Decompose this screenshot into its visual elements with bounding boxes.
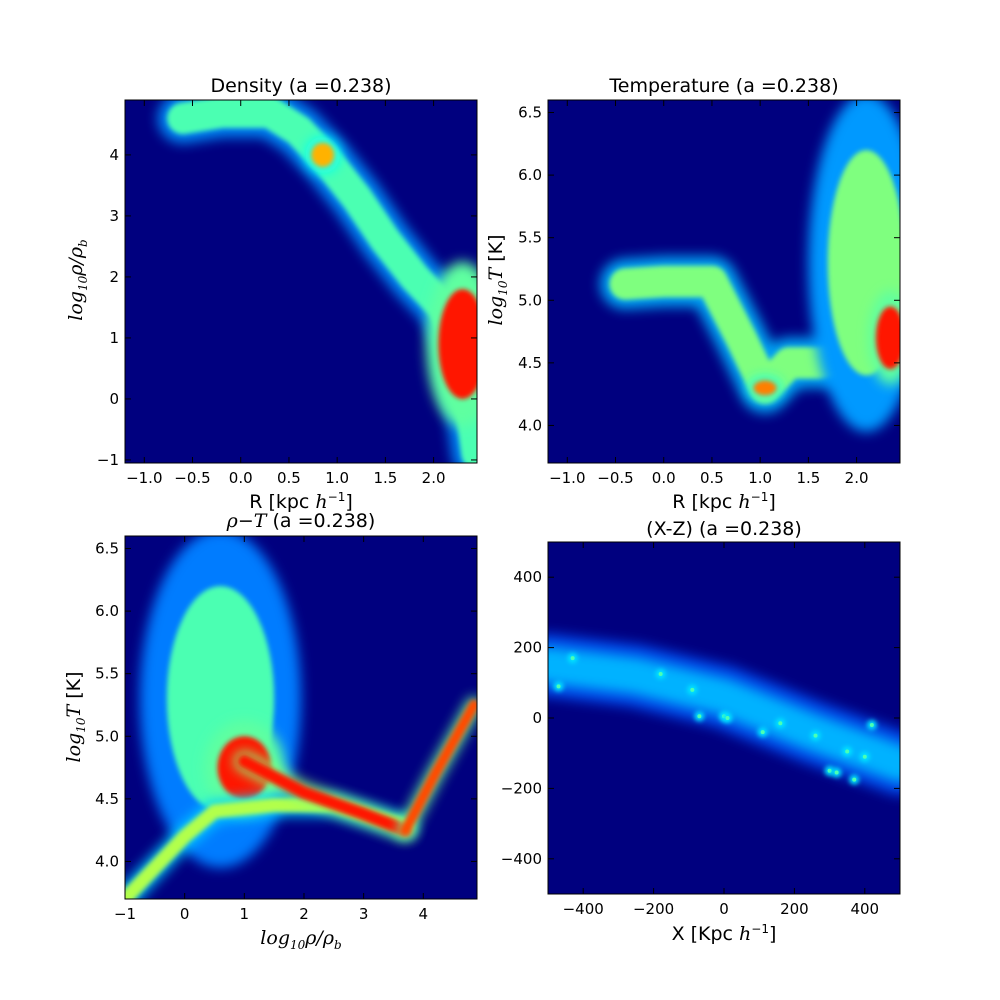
x-tick-label: 1.0: [325, 469, 349, 487]
filament: [548, 646, 900, 783]
x-z-title: (X-Z) (a =0.238): [646, 518, 802, 540]
y-tick-label: 4.0: [95, 852, 119, 870]
x-tick-label: 200: [780, 900, 809, 918]
knot: [556, 684, 561, 689]
y-tick-label: −1: [97, 451, 119, 469]
x-tick-label: −1.0: [549, 469, 585, 487]
y-tick-label: 5.5: [95, 665, 119, 683]
rho-t-panel: ρ−T (a =0.238) −1 0 1 2 3 4 4.0 4.5 5.0 5.5 6.0 6.5…: [63, 510, 478, 952]
x-tick-label: −0.5: [174, 469, 210, 487]
y-tick-label: 6.0: [95, 602, 119, 620]
temperature-xlabel: R [kpc h−1]: [672, 490, 776, 513]
knot: [845, 749, 850, 754]
knot: [869, 723, 874, 728]
rho-t-ticks: −1 0 1 2 3 4 4.0 4.5 5.0 5.5 6.0 6.5: [95, 536, 477, 923]
temperature-plot-area: [547, 99, 901, 464]
density-plot-area: [124, 99, 478, 464]
x-tick-label: 1: [240, 905, 250, 923]
x-tick-label: 3: [359, 905, 369, 923]
x-tick-label: 1.0: [748, 469, 772, 487]
x-tick-label: 0.0: [652, 469, 676, 487]
rho-t-title: ρ−T (a =0.238): [226, 510, 376, 532]
temperature-ylabel: log10T [K]: [485, 235, 510, 326]
knot: [852, 777, 857, 782]
knot: [570, 656, 575, 661]
knot: [760, 730, 765, 735]
knot: [778, 721, 783, 726]
y-tick-label: −400: [501, 850, 542, 868]
knot: [862, 754, 867, 759]
knot: [658, 672, 663, 676]
heatmap-blob: [753, 380, 777, 396]
x-tick-label: −200: [633, 900, 674, 918]
density-xlabel: R [kpc h−1]: [249, 490, 353, 513]
y-tick-label: 3: [109, 207, 119, 225]
y-tick-label: 6.5: [95, 540, 119, 558]
axes-frame: [547, 99, 901, 464]
heatmap-blob: [311, 142, 335, 168]
y-tick-label: −200: [501, 779, 542, 797]
axes-frame: [124, 99, 478, 464]
rho-t-xlabel: log10ρ/ρb: [260, 927, 341, 952]
knot: [697, 714, 702, 719]
y-tick-label: 1: [109, 329, 119, 347]
x-tick-label: −400: [563, 900, 604, 918]
density-ticks: −1.0 −0.5 0.0 0.5 1.0 1.5 2.0 −1 0 1 2 3 4: [97, 100, 477, 487]
y-tick-label: 4.0: [518, 416, 542, 434]
y-tick-label: 4.5: [95, 790, 119, 808]
temperature-ticks: −1.0 −0.5 0.0 0.5 1.0 1.5 2.0 4.0 4.5 5.0 5.5 6.0 6.…: [518, 100, 900, 487]
x-tick-label: −0.5: [597, 469, 633, 487]
knot: [690, 687, 695, 692]
knot: [834, 770, 839, 775]
y-tick-label: 2: [109, 268, 119, 286]
x-tick-label: 2: [299, 905, 309, 923]
x-tick-label: 1.5: [796, 469, 820, 487]
y-tick-label: 6.0: [518, 166, 542, 184]
x-tick-label: 1.5: [373, 469, 397, 487]
x-tick-label: 0.5: [277, 469, 301, 487]
x-z-plot-area: [547, 541, 901, 895]
y-tick-label: 5.0: [518, 291, 542, 309]
x-tick-label: 4: [419, 905, 429, 923]
x-tick-label: 2.0: [845, 469, 869, 487]
y-tick-label: 200: [513, 639, 542, 657]
x-tick-label: 0: [719, 900, 729, 918]
x-tick-label: 0.5: [700, 469, 724, 487]
temperature-title: Temperature (a =0.238): [608, 75, 838, 97]
density-ylabel: log10ρ/ρb: [65, 239, 90, 320]
heatmap-band: [400, 699, 477, 836]
knot: [827, 768, 832, 773]
temperature-panel: Temperature (a =0.238) −1.0 −0.5 0.0 0.5 1.0…: [485, 75, 901, 513]
axes-frame: [124, 535, 478, 900]
y-tick-label: 6.5: [518, 104, 542, 122]
y-tick-label: 0: [109, 390, 119, 408]
y-tick-label: 4.5: [518, 354, 542, 372]
knot: [725, 716, 730, 720]
rho-t-ylabel: log10T [K]: [63, 672, 88, 763]
y-tick-label: 400: [513, 568, 542, 586]
x-tick-label: 400: [850, 900, 879, 918]
x-tick-label: 0: [180, 905, 190, 923]
rho-t-plot-area: [124, 535, 478, 900]
y-tick-label: 5.0: [95, 727, 119, 745]
heatmap-band: [237, 754, 412, 837]
y-tick-label: 5.5: [518, 229, 542, 247]
y-tick-label: 0: [532, 709, 542, 727]
density-panel: Density (a =0.238) −1.0 −0.5 0.0 0.5 1.0 1.5 2…: [65, 75, 478, 513]
knot: [813, 733, 818, 738]
x-z-ticks: −400 −200 0 200 400 −400 −200 0 200 400: [501, 542, 900, 918]
x-tick-label: −1.0: [126, 469, 162, 487]
x-z-xlabel: X [Kpc h−1]: [672, 922, 777, 945]
x-z-panel: (X-Z) (a =0.238) −400 −200 0 200 400 −400 −200…: [501, 518, 901, 945]
x-tick-label: 2.0: [422, 469, 446, 487]
y-tick-label: 4: [109, 146, 119, 164]
density-title: Density (a =0.238): [210, 75, 391, 97]
x-tick-label: −1: [114, 905, 136, 923]
x-tick-label: 0.0: [229, 469, 253, 487]
